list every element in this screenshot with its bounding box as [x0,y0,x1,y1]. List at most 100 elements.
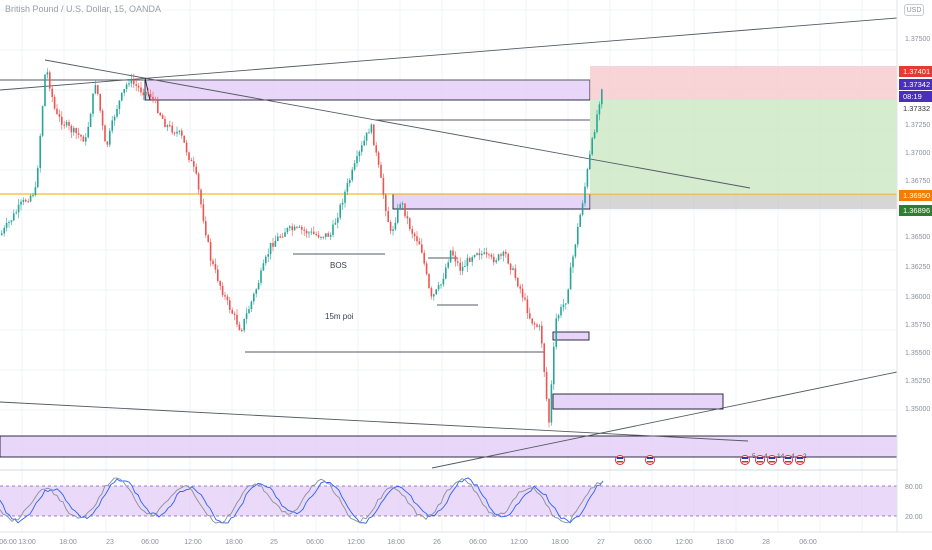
candle-body [281,236,284,238]
trend-line-10[interactable] [144,77,151,101]
candle-body [370,124,373,133]
candle-body [325,233,327,238]
time-tick-label: 12:00 [510,539,528,546]
candle-body [560,306,562,316]
candle-body [13,213,15,221]
candle-body [380,164,382,178]
candle-body [277,236,279,241]
currency-button[interactable]: USD [904,4,924,16]
position-stop-zone[interactable] [590,66,897,100]
candle-body [255,289,257,294]
flag-stripe-icon [785,457,791,459]
candle-body [385,194,387,212]
price-badge-bg [899,205,932,216]
position-target-zone[interactable] [590,100,897,193]
trend-line-2[interactable] [44,59,751,189]
candle-body [538,325,541,327]
event-markers[interactable]: 5 4 14 4 2 [615,453,808,465]
poi-label[interactable]: 15m poi [325,312,354,321]
event-flag-icon[interactable] [740,455,750,465]
trend-line-8[interactable] [0,401,749,442]
candle-body [25,199,27,202]
candle-body [502,251,505,256]
candle-body [46,72,49,75]
flag-stripe-icon [647,457,653,459]
candle-body [92,93,94,114]
candle-body [212,260,214,265]
candle-body [65,121,68,126]
bos-label[interactable]: BOS [330,261,347,270]
time-axis[interactable]: 06:00 13:00 18:00 23 06:00 12:00 18:00 25 06:00 1… [0,539,817,546]
candle-body [68,121,70,126]
candle-body [1,233,3,235]
candle-body [169,125,171,127]
candle-body [149,94,152,97]
candle-body [286,227,289,233]
candle-body [349,180,351,184]
time-tick-label: 18:00 [716,539,734,546]
candle-body [481,253,483,256]
candle-body [147,92,149,95]
candle-body [596,114,598,132]
candle-body [461,266,464,271]
trend-line-0[interactable] [0,17,898,91]
candle-body [476,253,478,255]
event-flag-icon[interactable] [767,455,777,465]
candle-body [512,268,514,270]
supply-zone-middle[interactable] [392,193,591,210]
candle-body [553,346,555,385]
candle-body [373,124,375,146]
candle-body [236,314,238,325]
trend-line-9[interactable] [431,371,898,469]
candle-body [190,160,193,162]
event-flag-icon[interactable] [645,455,655,465]
candle-body [526,299,529,314]
candle-body [401,203,404,205]
flag-stripe-icon [647,461,653,463]
candle-body [104,125,106,142]
demand-zone-low[interactable] [552,393,724,410]
candle-body [394,222,397,230]
candle-body [193,161,195,167]
candle-body [334,222,337,225]
candle-body [435,289,437,295]
position-entry-band[interactable] [590,194,897,209]
candle-body [536,324,538,327]
candle-body [41,106,44,136]
candle-body [284,232,286,237]
candle-body [70,125,73,133]
candle-body [485,252,488,255]
flag-stripe-icon [757,457,763,459]
candle-body [368,132,370,134]
candle-body [392,229,394,231]
candle-body [226,296,229,301]
price-scale[interactable]: 1.37500 1.37250 1.37000 1.36750 1.36500 1.362… [905,36,930,413]
candle-body [293,226,296,231]
candle-body [233,313,236,315]
candle-body [519,286,521,289]
price-tick-label: 1.35250 [905,378,930,385]
candle-body [382,177,385,195]
price-tick-label: 1.36250 [905,264,930,271]
oscillator-scale[interactable]: 80.00 20.00 [905,484,923,521]
demand-zone-bottom[interactable] [0,435,898,458]
trend-lines[interactable] [0,17,898,469]
candle-body [113,116,116,121]
candle-body [557,315,560,319]
candle-body [493,256,495,263]
event-flag-icon[interactable] [615,455,625,465]
candle-body [548,398,550,423]
candle-body [128,83,130,85]
candle-body [337,217,339,223]
price-tick-label: 1.36000 [905,294,930,301]
candle-body [3,227,5,234]
candle-body [181,130,183,136]
time-tick-label: 06:00 [306,539,324,546]
price-badge: 08:19 [903,92,922,101]
demand-zone-small[interactable] [552,331,590,341]
oscillator-lines [0,477,604,524]
candle-body [550,384,553,423]
candle-body [17,204,20,213]
oscillator-tick-label: 20.00 [905,514,923,521]
